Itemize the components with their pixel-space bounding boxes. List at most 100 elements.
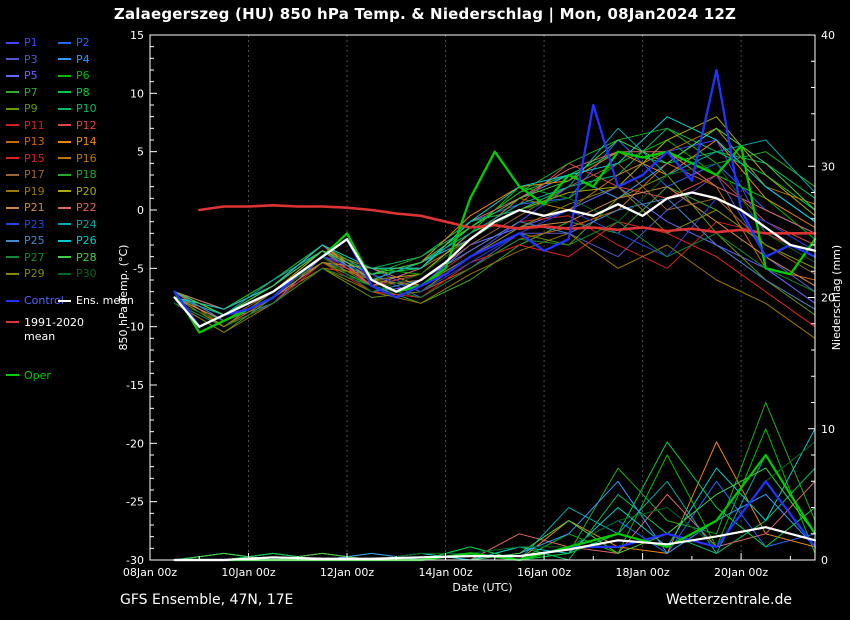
legend-line-sample-icon bbox=[6, 124, 19, 126]
y-left-tick-label: 10 bbox=[130, 87, 144, 100]
legend-item-p2: P2 bbox=[58, 37, 148, 48]
legend-line-sample-icon bbox=[6, 239, 19, 242]
x-axis-label: Date (UTC) bbox=[452, 581, 512, 594]
legend-item-p22: P22 bbox=[58, 202, 148, 213]
x-tick-label: 16Jan 00z bbox=[517, 566, 571, 579]
legend-item-label: P11 bbox=[24, 118, 45, 132]
y-left-tick-label: -15 bbox=[126, 379, 144, 392]
legend-item-p28: P28 bbox=[58, 252, 148, 263]
legend-line-sample-icon bbox=[6, 256, 19, 258]
legend-line-sample-icon bbox=[6, 272, 19, 275]
legend-item-p5: P5 bbox=[6, 70, 58, 81]
x-tick-label: 14Jan 00z bbox=[418, 566, 472, 579]
legend-line-sample-icon bbox=[6, 190, 19, 192]
legend-item-label: P5 bbox=[24, 69, 38, 82]
legend-line-sample-icon bbox=[6, 58, 19, 60]
legend-item-p10: P10 bbox=[58, 103, 148, 114]
legend-line-sample-icon bbox=[58, 140, 71, 143]
legend-line-sample-icon bbox=[6, 374, 19, 376]
legend-line-sample-icon bbox=[6, 173, 19, 176]
y-right-tick-label: 10 bbox=[821, 423, 835, 436]
legend-item-1991-2020-mean: 1991-2020 mean bbox=[6, 316, 148, 344]
series-1991-2020-mean bbox=[198, 204, 817, 235]
legend-line-sample-icon bbox=[58, 157, 71, 159]
legend-line-sample-icon bbox=[58, 272, 71, 275]
legend-line-sample-icon bbox=[58, 91, 71, 93]
legend-line-sample-icon bbox=[6, 74, 19, 77]
legend-line-sample-icon bbox=[58, 223, 71, 225]
legend-item-p11: P11 bbox=[6, 120, 58, 131]
legend-item-label: P25 bbox=[24, 234, 45, 247]
legend-line-sample-icon bbox=[6, 140, 19, 143]
y-left-tick-label: -10 bbox=[126, 321, 144, 334]
series-p29 bbox=[174, 186, 816, 328]
series-p15 bbox=[174, 221, 816, 328]
legend-item-label: P19 bbox=[24, 184, 45, 198]
legend-line-sample-icon bbox=[6, 223, 19, 225]
y-right-tick-label: 30 bbox=[821, 160, 835, 173]
legend-item-label: P3 bbox=[24, 52, 38, 66]
legend-item-p26: P26 bbox=[58, 235, 148, 246]
y-axis-label-left: 850 hPa Temp. (°C) bbox=[117, 245, 130, 351]
legend-line-sample-icon bbox=[6, 206, 19, 209]
legend-item-label: P14 bbox=[76, 135, 97, 148]
series-control bbox=[173, 68, 817, 328]
legend-item-p7: P7 bbox=[6, 87, 58, 98]
legend-item-label: P20 bbox=[76, 184, 97, 198]
y-left-tick-label: -5 bbox=[133, 262, 144, 275]
legend-item-p3: P3 bbox=[6, 54, 58, 65]
legend-line-sample-icon bbox=[6, 157, 19, 159]
legend-item-p16: P16 bbox=[58, 153, 148, 164]
y-axis-label-right: Niederschlag (mm) bbox=[830, 245, 843, 350]
chart-title: Zalaegerszeg (HU) 850 hPa Temp. & Nieder… bbox=[113, 5, 737, 23]
legend-item-label: P15 bbox=[24, 151, 45, 165]
series-p24 bbox=[174, 127, 816, 316]
y-right-tick-label: 20 bbox=[821, 292, 835, 305]
y-left-tick-label: -20 bbox=[126, 437, 144, 450]
legend-line-sample-icon bbox=[6, 321, 19, 323]
legend-item-p24: P24 bbox=[58, 219, 148, 230]
legend-item-label: P2 bbox=[76, 36, 90, 49]
legend-line-sample-icon bbox=[58, 173, 71, 176]
legend-item-label: P17 bbox=[24, 168, 45, 181]
legend-item-label: P13 bbox=[24, 135, 45, 148]
legend-item-label: P1 bbox=[24, 36, 38, 49]
y-right-tick-label: 0 bbox=[821, 554, 828, 567]
legend-item-p14: P14 bbox=[58, 136, 148, 147]
legend-item-label: P28 bbox=[76, 250, 97, 264]
legend-item-p1: P1 bbox=[6, 37, 58, 48]
legend-item-p30: P30 bbox=[58, 268, 148, 279]
x-tick-label: 08Jan 00z bbox=[123, 566, 177, 579]
legend-item-label: P10 bbox=[76, 102, 97, 115]
legend-line-sample-icon bbox=[58, 206, 71, 209]
legend-item-label: P21 bbox=[24, 201, 45, 214]
legend-item-label: P9 bbox=[24, 102, 38, 115]
legend-oper: Oper bbox=[6, 370, 148, 381]
legend-item-control: Control bbox=[6, 295, 64, 306]
legend-item-p29: P29 bbox=[6, 268, 58, 279]
legend-item-p17: P17 bbox=[6, 169, 58, 180]
series-ens-mean bbox=[173, 191, 817, 328]
legend-line-sample-icon bbox=[58, 107, 71, 110]
legend-item-p21: P21 bbox=[6, 202, 58, 213]
legend-line-sample-icon bbox=[58, 41, 71, 44]
legend-item-p13: P13 bbox=[6, 136, 58, 147]
legend-item-p6: P6 bbox=[58, 70, 148, 81]
legend-item-label: P6 bbox=[76, 69, 90, 82]
series-p6-precip bbox=[174, 428, 816, 561]
legend-line-sample-icon bbox=[6, 41, 19, 44]
series-p19 bbox=[174, 232, 816, 339]
legend-item-p27: P27 bbox=[6, 252, 58, 263]
x-tick-label: 10Jan 00z bbox=[221, 566, 275, 579]
legend-item-label: P27 bbox=[24, 250, 45, 264]
y-right-tick-label: 40 bbox=[821, 29, 835, 42]
series-p25 bbox=[174, 197, 816, 322]
y-left-tick-label: 0 bbox=[137, 204, 144, 217]
series-p27 bbox=[174, 221, 816, 328]
legend-item-label: Ens. mean bbox=[76, 294, 134, 307]
legend-item-label: P22 bbox=[76, 201, 97, 214]
x-tick-label: 18Jan 00z bbox=[615, 566, 669, 579]
x-tick-label: 20Jan 00z bbox=[714, 566, 768, 579]
